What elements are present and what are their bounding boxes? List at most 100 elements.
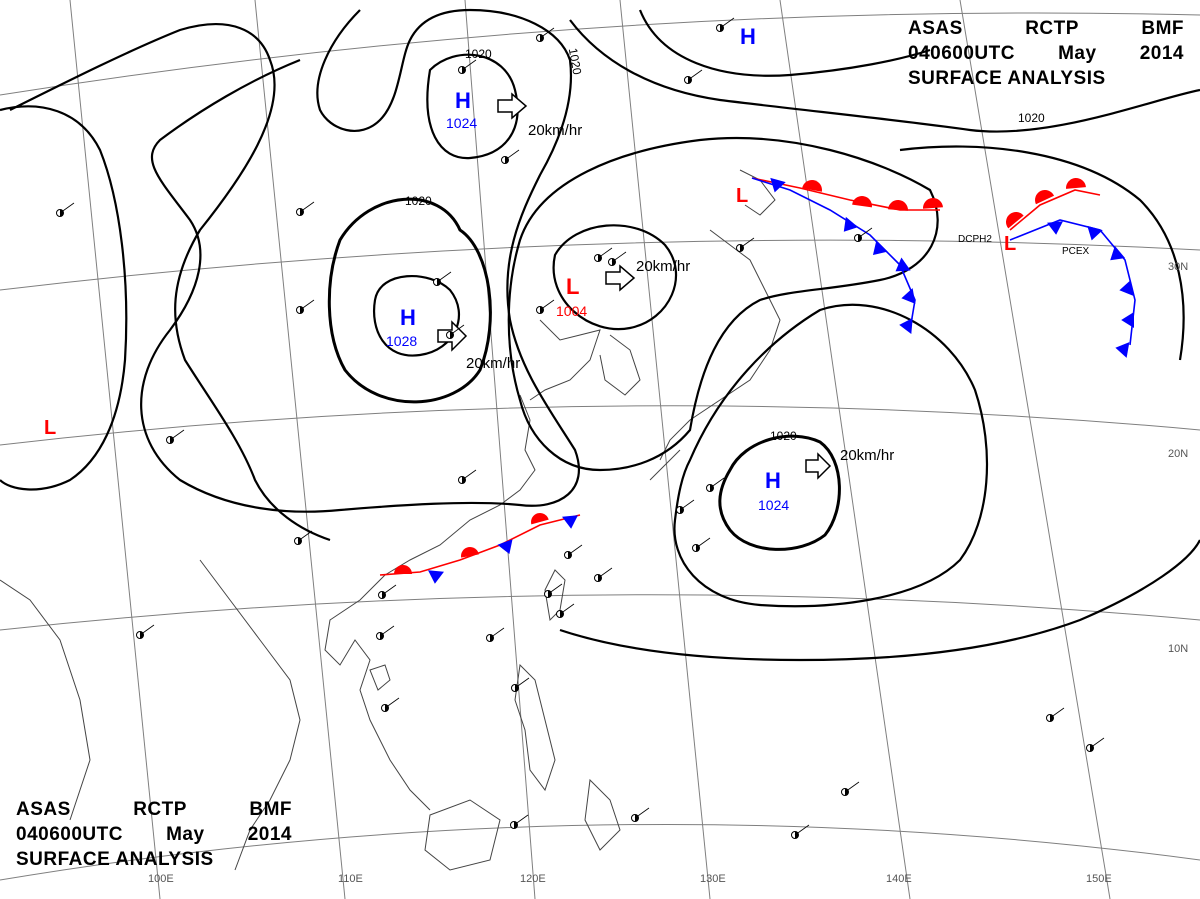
- coastline-taiwan: [544, 569, 566, 622]
- motion-arrow-icon: [605, 264, 636, 292]
- wind-barb-icon: [539, 299, 555, 311]
- wind-barb-icon: [794, 824, 810, 836]
- coastline-borneo: [424, 799, 501, 871]
- low-center-letter: L: [566, 274, 579, 299]
- wind-barb-icon: [611, 251, 627, 263]
- isobars: [0, 8, 1200, 662]
- cold-front-line-east: [1009, 219, 1136, 346]
- station-plots: [56, 17, 1105, 839]
- wind-barb-icon: [709, 477, 725, 489]
- coastline-korea: [599, 334, 641, 396]
- station-code: RCTP: [1025, 18, 1079, 39]
- lon-line-110e: [254, 0, 346, 899]
- wind-barb-icon: [679, 499, 695, 511]
- warm-front-symbol: [394, 565, 412, 574]
- warm-front-symbol: [1035, 190, 1055, 205]
- motion-speed-label: 20km/hr: [636, 258, 690, 275]
- valid-year: 2014: [1139, 43, 1184, 64]
- agency-code: ASAS: [16, 799, 71, 820]
- cold-front-line-japan: [751, 177, 916, 331]
- lat-line-20n: [0, 405, 1200, 446]
- lon-line-140e: [779, 0, 911, 899]
- title-line-1: ASAS RCTP BMF: [16, 797, 292, 822]
- wind-barb-icon: [381, 584, 397, 596]
- isobar-1020-northeast: [569, 19, 1200, 133]
- station-code: DCPH2: [958, 234, 992, 245]
- coastline-hokkaido: [739, 169, 776, 216]
- wind-barb-icon: [436, 271, 452, 283]
- cold-front-symbol: [1115, 342, 1130, 358]
- coastline-india: [0, 579, 91, 821]
- warm-front-line-japan: [751, 177, 940, 211]
- coordinate-labels: 30N 20N 10N 100E 110E 120E 130E 140E 150…: [148, 261, 1188, 885]
- wind-barb-icon: [297, 530, 313, 542]
- cold-front-symbol: [1121, 312, 1134, 328]
- cold-front-symbol: [1110, 245, 1126, 261]
- lat-label: 30N: [1168, 261, 1188, 273]
- motion-speed-label: 20km/hr: [840, 447, 894, 464]
- isobar-high-mongolia-1020: [327, 197, 492, 404]
- wind-barb-icon: [449, 324, 465, 336]
- stationary-front-line-south: [379, 514, 581, 576]
- lon-label: 150E: [1086, 873, 1112, 885]
- isobar-label: 1020: [566, 47, 584, 76]
- valid-time: 040600UTC: [16, 824, 123, 845]
- isobar-low-center: [552, 224, 678, 331]
- coastline-japan: [659, 229, 781, 461]
- wind-barb-icon: [299, 201, 315, 213]
- title-line-2: 040600UTC May 2014: [908, 41, 1184, 66]
- lat-line-40n: [0, 12, 1200, 96]
- warm-front-symbol: [802, 180, 822, 192]
- valid-year: 2014: [247, 824, 292, 845]
- wind-barb-icon: [384, 697, 400, 709]
- warm-front-symbol: [923, 198, 943, 209]
- wind-barb-icon: [1089, 737, 1105, 749]
- valid-time: 040600UTC: [908, 43, 1015, 64]
- high-center-letter: H: [400, 305, 416, 330]
- isobar-high-pacific-outer: [673, 303, 989, 608]
- high-center-value: 1024: [446, 115, 477, 131]
- cold-front-symbol: [895, 257, 911, 272]
- motion-arrow-icon: [805, 452, 832, 480]
- chart-title-bottom: ASAS RCTP BMF 040600UTC May 2014 SURFACE…: [16, 797, 292, 872]
- station-codes: DCPH2 PCEX: [958, 234, 1090, 257]
- isobar-label: 1020: [770, 429, 797, 443]
- valid-month: May: [1058, 43, 1097, 64]
- low-center-letter: L: [736, 185, 748, 207]
- wind-barb-icon: [857, 227, 873, 239]
- lat-label: 10N: [1168, 643, 1188, 655]
- cold-front-symbol: [872, 240, 888, 256]
- lon-label: 130E: [700, 873, 726, 885]
- wind-barb-icon: [687, 69, 703, 81]
- low-center-letter: L: [44, 417, 56, 439]
- lon-label: 120E: [520, 873, 546, 885]
- isobar-west-low: [0, 105, 128, 491]
- lat-line-10n: [0, 594, 1200, 631]
- lon-line-120e: [464, 0, 536, 899]
- coastline-indochina: [199, 559, 301, 871]
- wind-barb-icon: [844, 781, 860, 793]
- cold-front-symbol: [1119, 280, 1134, 296]
- coastline-mindanao: [584, 778, 621, 851]
- motion-arrow-icon: [497, 92, 528, 120]
- high-center-letter: H: [740, 24, 756, 49]
- wind-barb-icon: [169, 429, 185, 441]
- warm-front-symbol: [461, 547, 479, 558]
- wind-barb-icon: [139, 624, 155, 636]
- wind-barb-icon: [504, 149, 520, 161]
- cold-front-symbol: [843, 216, 859, 232]
- wind-barb-icon: [597, 567, 613, 579]
- coastline-yellow-sea: [529, 319, 601, 401]
- lon-label: 100E: [148, 873, 174, 885]
- cold-front-symbol: [899, 318, 913, 334]
- station-code: RCTP: [133, 799, 187, 820]
- cold-front-symbol: [1047, 221, 1063, 235]
- title-line-3: SURFACE ANALYSIS: [908, 66, 1184, 91]
- wind-barb-icon: [379, 625, 395, 637]
- warm-front-line-east: [1009, 189, 1101, 231]
- wind-barb-icon: [59, 202, 75, 214]
- coastline-ryukyu: [649, 449, 681, 481]
- wind-barb-icon: [514, 677, 530, 689]
- wind-barb-icon: [461, 59, 477, 71]
